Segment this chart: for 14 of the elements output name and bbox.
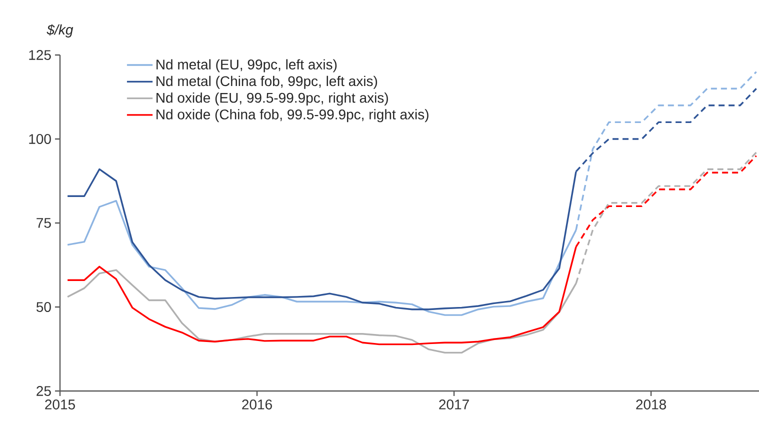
y-tick-label: 25 [36, 386, 51, 396]
x-tick-label: 2015 [45, 400, 75, 410]
y-tick-label: 50 [36, 302, 51, 312]
y-tick-label: 100 [29, 134, 51, 144]
y-axis-title: $/kg [46, 24, 74, 38]
x-tick-label: 2017 [439, 400, 469, 410]
legend-label: Nd oxide (China fob, 99.5-99.9pc, right axis) [156, 109, 428, 122]
x-tick-label: 2016 [242, 400, 272, 410]
y-tick-label: 125 [29, 50, 51, 60]
x-tick-label: 2018 [636, 400, 666, 410]
legend-label: Nd oxide (EU, 99.5-99.9pc, right axis) [156, 92, 388, 106]
legend-label: Nd metal (China fob, 99pc, left axis) [156, 76, 378, 89]
y-tick-label: 75 [36, 218, 51, 228]
legend-label: Nd metal (EU, 99pc, left axis) [156, 59, 337, 72]
